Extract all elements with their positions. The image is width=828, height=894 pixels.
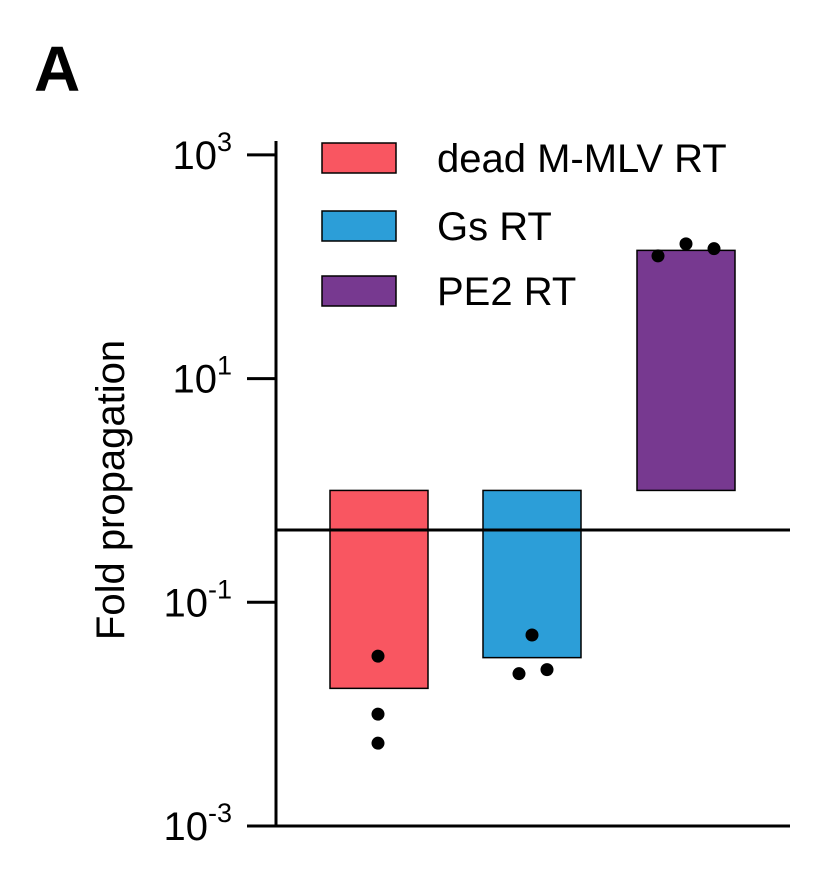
y-tick-exponent: -1 [208,574,232,604]
y-tick-base: 10 [172,358,217,402]
points-group [371,237,721,750]
legend-label: Gs RT [437,205,552,249]
data-point [371,736,385,750]
panel-label: A [34,33,80,105]
y-axis-label: Fold propagation [89,340,133,640]
y-tick-label: 10-1 [163,574,232,625]
y-tick-base: 10 [163,805,208,849]
data-point [525,628,539,642]
y-tick-base: 10 [163,581,208,625]
y-tick-exponent: -3 [208,798,232,828]
bar-2 [636,249,736,492]
legend-swatch [321,142,397,174]
legend: dead M-MLV RT Gs RT PE2 RT [321,137,727,314]
y-tick-base: 10 [172,134,217,178]
y-tick-label: 10-3 [163,798,232,849]
data-point [651,249,665,263]
y-tick-label: 103 [172,127,232,178]
data-point [512,667,526,681]
data-point [679,237,693,251]
data-point [371,649,385,663]
data-point [540,663,554,677]
y-tick-label: 101 [172,351,232,402]
data-point [371,707,385,721]
legend-swatch [321,275,397,307]
y-tick-exponent: 3 [217,127,232,157]
legend-label: dead M-MLV RT [437,137,727,181]
data-point [707,242,721,256]
legend-swatch [321,210,397,242]
legend-label: PE2 RT [437,270,576,314]
bars-group [329,249,736,690]
y-tick-exponent: 1 [217,351,232,381]
